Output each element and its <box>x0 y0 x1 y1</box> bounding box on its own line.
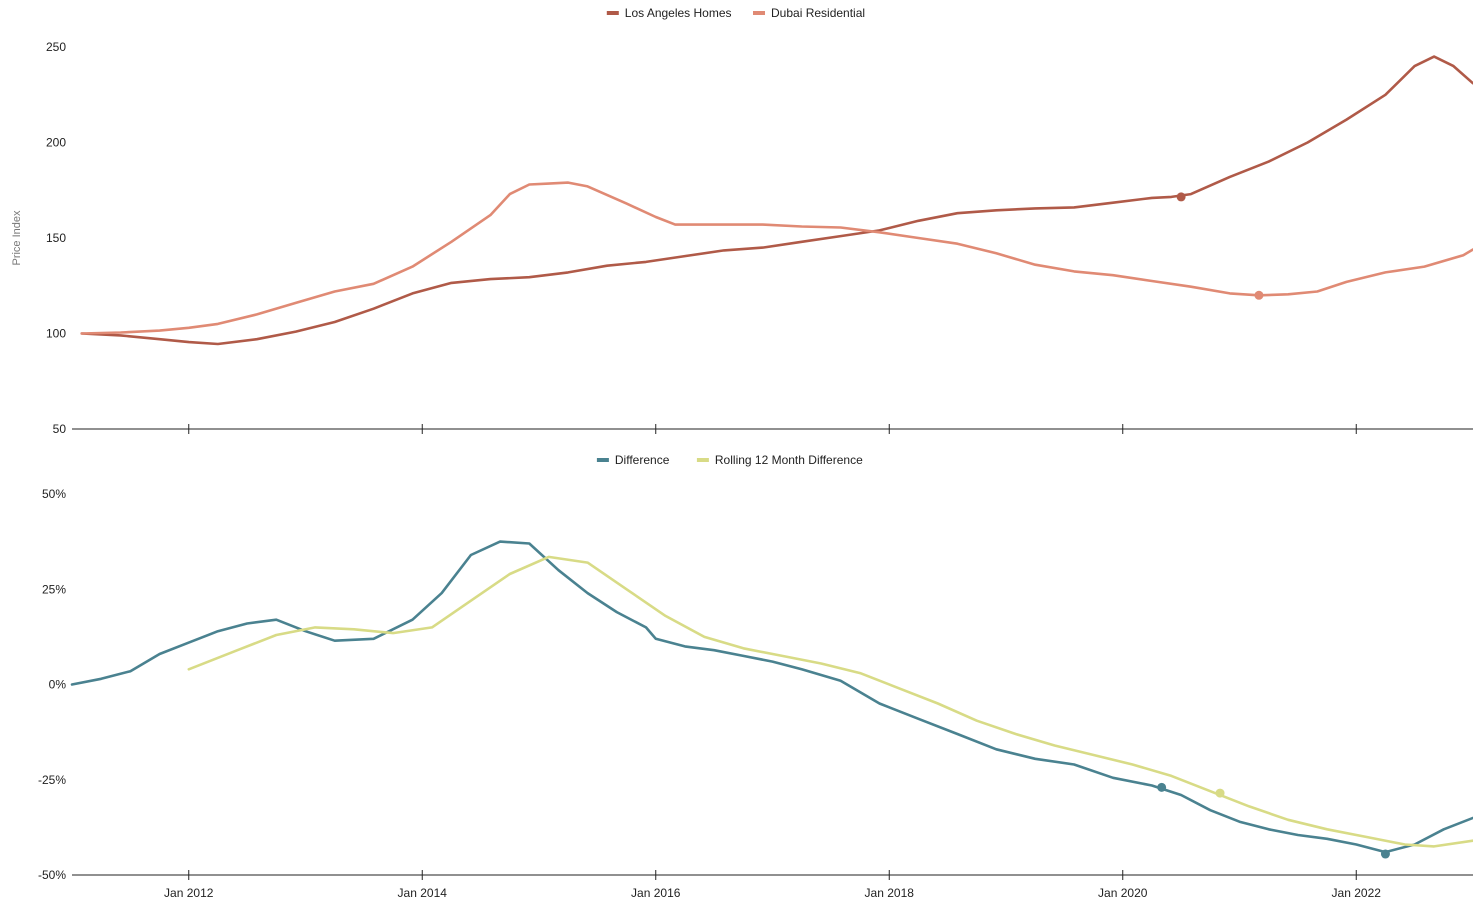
x-tick-label: Jan 2012 <box>164 886 214 900</box>
series-line-1-2 <box>80 181 1473 335</box>
x-tick-label: Jan 2016 <box>631 886 681 900</box>
y-tick-label: 0% <box>49 678 67 692</box>
panel-1: 250 200 150 100 50 Price Index Los Angeles Hom… <box>11 6 1473 436</box>
y-tick-label: 25% <box>42 582 66 596</box>
legend-label: Los Angeles Homes <box>625 6 732 20</box>
series-marker <box>1254 290 1264 300</box>
series-marker <box>1380 849 1390 859</box>
legend-label: Difference <box>615 453 670 467</box>
y-tick-label: -25% <box>38 773 66 787</box>
legend-2: Difference Rolling 12 Month Difference <box>596 453 863 467</box>
y-tick-label: 200 <box>46 136 66 150</box>
x-tick-label: Jan 2018 <box>865 886 915 900</box>
series-marker <box>1215 788 1225 798</box>
y-tick-label: 50 <box>53 422 67 436</box>
x-tick-label: Jan 2014 <box>398 886 448 900</box>
series-marker <box>1176 192 1186 202</box>
y-tick-label: 100 <box>46 327 66 341</box>
x-tick-label: Jan 2020 <box>1098 886 1148 900</box>
y-tick-label: -50% <box>38 868 66 882</box>
panel-2: 50% 25% 0% -25% -50% Jan 2012 Jan 2014 Jan 2016… <box>38 453 1473 900</box>
legend-1: Los Angeles Homes Dubai Residential <box>606 6 865 20</box>
y-axis-label: Price Index <box>11 210 23 266</box>
legend-label: Dubai Residential <box>771 6 865 20</box>
series-line-1-1 <box>80 55 1473 346</box>
y-tick-label: 50% <box>42 487 66 501</box>
y-tick-label: 150 <box>46 231 66 245</box>
y-tick-label: 250 <box>46 40 66 54</box>
x-tick-label: Jan 2022 <box>1332 886 1382 900</box>
series-line-2-1 <box>70 540 1473 854</box>
legend-label: Rolling 12 Month Difference <box>715 453 863 467</box>
series-line-2-2 <box>187 555 1473 848</box>
series-marker <box>1157 782 1167 792</box>
